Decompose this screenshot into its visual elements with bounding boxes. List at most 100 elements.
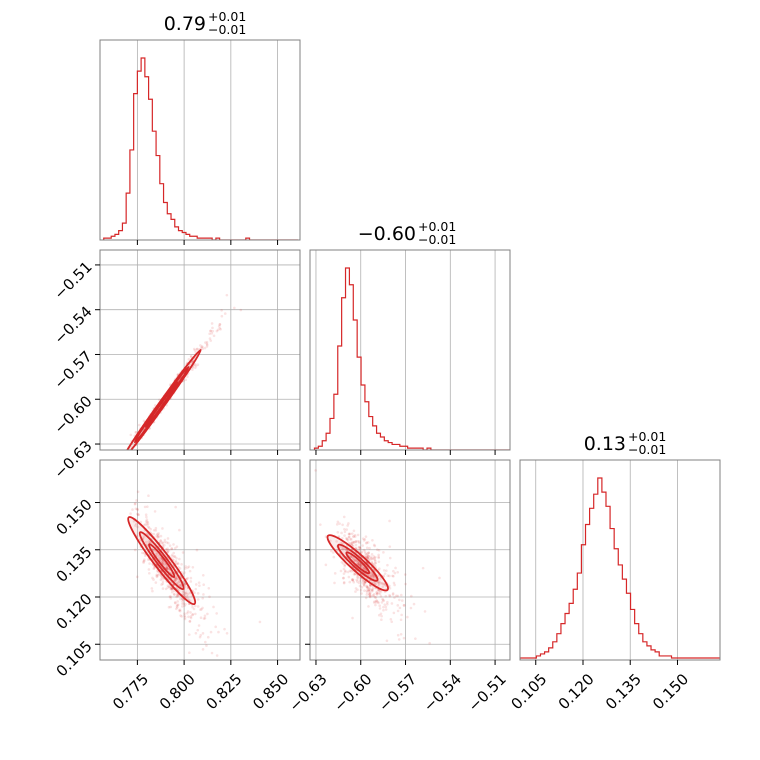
- scatter-point: [367, 555, 370, 558]
- scatter-point: [184, 602, 187, 606]
- scatter-point: [356, 588, 359, 592]
- scatter-point: [120, 460, 123, 463]
- scatter-point: [369, 574, 372, 578]
- scatter-point: [367, 586, 370, 590]
- scatter-point: [352, 580, 356, 584]
- scatter-point: [388, 519, 391, 523]
- scatter-point: [365, 552, 368, 556]
- scatter-point: [349, 555, 353, 558]
- scatter-point: [375, 591, 379, 595]
- scatter-point: [363, 581, 367, 585]
- title-median: 0.79: [164, 13, 206, 35]
- scatter-point: [428, 641, 431, 645]
- scatter-point: [145, 518, 149, 522]
- scatter-point: [196, 598, 200, 601]
- scatter-point: [216, 328, 220, 332]
- scatter-point: [354, 543, 358, 547]
- scatter-point: [368, 588, 371, 591]
- scatter-point: [160, 583, 163, 586]
- x-tick-label: −0.54: [420, 670, 465, 715]
- scatter-point: [198, 635, 202, 639]
- scatter-point: [371, 574, 375, 577]
- scatter-point: [382, 599, 385, 603]
- param-title-0: 0.79 +0.01−0.01: [164, 9, 247, 37]
- scatter-point: [350, 543, 354, 547]
- scatter-point: [365, 554, 369, 557]
- grid: [315, 250, 496, 450]
- scatter-point: [342, 572, 346, 575]
- scatter-point: [201, 648, 205, 651]
- scatter-point: [175, 545, 179, 548]
- scatter-point: [385, 569, 388, 573]
- scatter-point: [183, 615, 187, 619]
- scatter-point: [172, 558, 175, 561]
- scatter-point: [388, 586, 392, 590]
- scatter-point: [376, 600, 380, 604]
- scatter-point: [393, 571, 397, 575]
- scatter-point: [379, 577, 382, 580]
- scatter-point: [148, 562, 151, 565]
- scatter-point: [175, 606, 179, 609]
- scatter-point: [378, 607, 382, 610]
- scatter-point: [379, 594, 383, 598]
- scatter-point: [191, 368, 194, 371]
- scatter-point: [344, 570, 347, 574]
- scatter-point: [362, 579, 365, 583]
- scatter-point: [377, 582, 381, 585]
- scatter-point: [129, 512, 132, 515]
- scatter-point: [365, 584, 369, 588]
- scatter-point: [151, 576, 154, 580]
- scatter-point: [177, 588, 180, 591]
- scatter-point: [212, 334, 216, 338]
- scatter-point: [172, 551, 176, 555]
- scatter-point: [391, 593, 395, 596]
- scatter-point: [155, 574, 158, 578]
- scatter-point: [194, 587, 198, 591]
- scatter-point: [169, 597, 173, 600]
- scatter-point: [396, 594, 400, 598]
- scatter-point: [366, 556, 369, 560]
- scatter-point: [354, 540, 358, 543]
- scatter-point: [400, 613, 403, 617]
- scatter-point: [233, 306, 236, 310]
- scatter-point: [174, 577, 178, 581]
- scatter-point: [159, 534, 163, 538]
- panel-frame: [99, 249, 301, 451]
- scatter-point: [164, 587, 168, 591]
- scatter-point: [343, 527, 346, 531]
- scatter-point: [339, 569, 343, 573]
- panel-content: [520, 477, 720, 660]
- scatter-point: [156, 535, 160, 538]
- scatter-point: [341, 547, 344, 551]
- scatter-point: [359, 563, 362, 567]
- scatter-point: [146, 520, 150, 524]
- scatter-point: [342, 515, 346, 519]
- scatter-point: [189, 355, 193, 358]
- scatter-point: [199, 616, 203, 619]
- scatter-point: [173, 593, 176, 596]
- scatter-point: [361, 544, 364, 547]
- scatter-point: [179, 583, 182, 587]
- scatter-point: [210, 322, 214, 325]
- scatter-point: [352, 529, 356, 533]
- scatter-point: [155, 575, 159, 579]
- scatter-point: [142, 560, 145, 563]
- panel-content: [314, 469, 441, 645]
- scatter-point: [362, 583, 366, 586]
- scatter-point: [185, 577, 189, 581]
- scatter-point: [366, 552, 369, 555]
- scatter-point: [133, 502, 137, 505]
- scatter-point: [372, 594, 376, 598]
- scatter-point: [200, 345, 204, 349]
- scatter-point: [379, 612, 383, 616]
- scatter-point: [368, 592, 372, 596]
- scatter-point: [351, 532, 354, 535]
- scatter-point: [165, 541, 168, 544]
- scatter-point: [373, 595, 377, 599]
- scatter-point: [157, 532, 160, 535]
- scatter-point: [363, 567, 366, 570]
- scatter-point: [189, 355, 193, 358]
- scatter-point: [176, 594, 179, 598]
- scatter-point: [360, 592, 363, 595]
